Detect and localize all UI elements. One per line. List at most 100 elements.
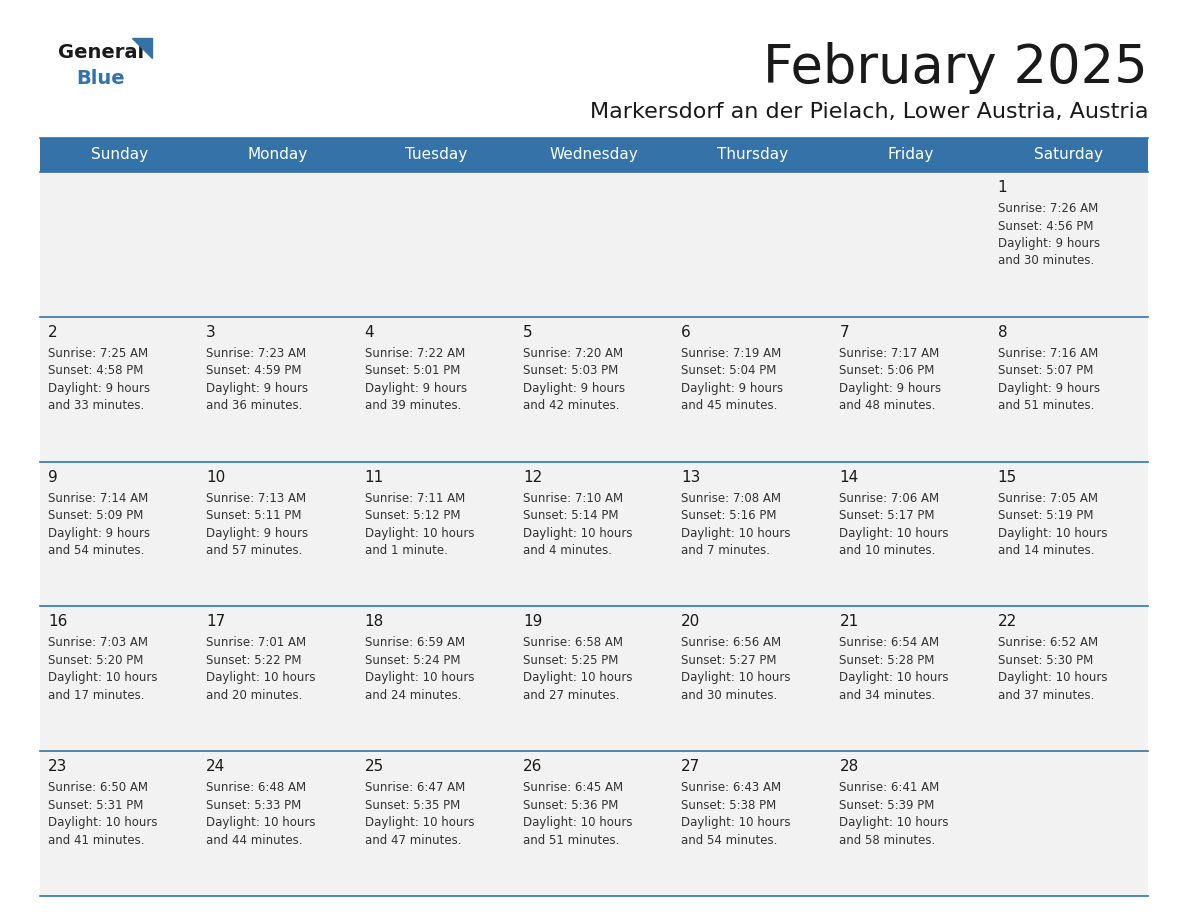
Text: Sunset: 5:20 PM: Sunset: 5:20 PM [48, 654, 144, 666]
Text: Sunset: 5:35 PM: Sunset: 5:35 PM [365, 799, 460, 812]
Text: Sunset: 5:39 PM: Sunset: 5:39 PM [840, 799, 935, 812]
Text: Sunset: 5:04 PM: Sunset: 5:04 PM [681, 364, 777, 377]
Text: 2: 2 [48, 325, 58, 340]
Bar [832, 138, 990, 172]
Text: and 37 minutes.: and 37 minutes. [998, 688, 1094, 702]
Text: Daylight: 9 hours: Daylight: 9 hours [207, 527, 309, 540]
Text: Sunset: 5:17 PM: Sunset: 5:17 PM [840, 509, 935, 522]
Text: and 48 minutes.: and 48 minutes. [840, 399, 936, 412]
Text: and 54 minutes.: and 54 minutes. [681, 834, 777, 846]
Text: Sunrise: 7:19 AM: Sunrise: 7:19 AM [681, 347, 782, 360]
Text: Daylight: 10 hours: Daylight: 10 hours [681, 816, 791, 829]
Text: Sunrise: 7:01 AM: Sunrise: 7:01 AM [207, 636, 307, 649]
Text: February 2025: February 2025 [763, 42, 1148, 94]
Text: Sunset: 5:09 PM: Sunset: 5:09 PM [48, 509, 144, 522]
Text: Sunset: 5:36 PM: Sunset: 5:36 PM [523, 799, 618, 812]
Text: Sunset: 4:56 PM: Sunset: 4:56 PM [998, 219, 1093, 232]
Text: Sunrise: 7:22 AM: Sunrise: 7:22 AM [365, 347, 465, 360]
Text: Sunset: 5:14 PM: Sunset: 5:14 PM [523, 509, 619, 522]
Bar [40, 607, 1148, 751]
Text: 8: 8 [998, 325, 1007, 340]
Text: Sunset: 4:58 PM: Sunset: 4:58 PM [48, 364, 144, 377]
Text: Sunrise: 7:13 AM: Sunrise: 7:13 AM [207, 492, 307, 505]
Text: Sunrise: 6:56 AM: Sunrise: 6:56 AM [681, 636, 782, 649]
Bar [514, 138, 674, 172]
Text: and 51 minutes.: and 51 minutes. [523, 834, 619, 846]
Bar [674, 138, 832, 172]
Text: General: General [58, 42, 144, 62]
Text: Sunset: 5:31 PM: Sunset: 5:31 PM [48, 799, 144, 812]
Bar [198, 138, 356, 172]
Text: Daylight: 10 hours: Daylight: 10 hours [998, 671, 1107, 685]
Text: Saturday: Saturday [1035, 148, 1104, 162]
Text: Daylight: 10 hours: Daylight: 10 hours [840, 816, 949, 829]
Text: and 54 minutes.: and 54 minutes. [48, 544, 145, 557]
Text: 5: 5 [523, 325, 532, 340]
Text: 19: 19 [523, 614, 542, 630]
Text: 28: 28 [840, 759, 859, 774]
Text: Daylight: 10 hours: Daylight: 10 hours [207, 671, 316, 685]
Text: Sunset: 5:07 PM: Sunset: 5:07 PM [998, 364, 1093, 377]
Text: Sunset: 5:19 PM: Sunset: 5:19 PM [998, 509, 1093, 522]
Text: Daylight: 10 hours: Daylight: 10 hours [48, 671, 158, 685]
Bar [40, 751, 1148, 896]
Text: Daylight: 9 hours: Daylight: 9 hours [523, 382, 625, 395]
Text: and 34 minutes.: and 34 minutes. [840, 688, 936, 702]
Text: Daylight: 10 hours: Daylight: 10 hours [48, 816, 158, 829]
Text: Sunset: 5:06 PM: Sunset: 5:06 PM [840, 364, 935, 377]
Text: and 24 minutes.: and 24 minutes. [365, 688, 461, 702]
Bar [356, 138, 514, 172]
Text: 1: 1 [998, 180, 1007, 195]
Text: Sunrise: 6:43 AM: Sunrise: 6:43 AM [681, 781, 782, 794]
Text: Sunrise: 7:20 AM: Sunrise: 7:20 AM [523, 347, 623, 360]
Text: Daylight: 10 hours: Daylight: 10 hours [365, 816, 474, 829]
Text: Sunset: 5:33 PM: Sunset: 5:33 PM [207, 799, 302, 812]
Text: Sunrise: 7:16 AM: Sunrise: 7:16 AM [998, 347, 1098, 360]
Text: and 47 minutes.: and 47 minutes. [365, 834, 461, 846]
Text: 12: 12 [523, 470, 542, 485]
Text: Daylight: 9 hours: Daylight: 9 hours [998, 237, 1100, 250]
Bar [40, 317, 1148, 462]
Text: Sunset: 5:30 PM: Sunset: 5:30 PM [998, 654, 1093, 666]
Text: Tuesday: Tuesday [405, 148, 467, 162]
Text: 3: 3 [207, 325, 216, 340]
Text: Friday: Friday [887, 148, 934, 162]
Text: Sunrise: 7:25 AM: Sunrise: 7:25 AM [48, 347, 148, 360]
Text: and 17 minutes.: and 17 minutes. [48, 688, 145, 702]
Text: Sunrise: 7:06 AM: Sunrise: 7:06 AM [840, 492, 940, 505]
Text: Daylight: 10 hours: Daylight: 10 hours [681, 671, 791, 685]
Text: Daylight: 10 hours: Daylight: 10 hours [365, 527, 474, 540]
Text: 15: 15 [998, 470, 1017, 485]
Text: Wednesday: Wednesday [550, 148, 638, 162]
Text: Daylight: 9 hours: Daylight: 9 hours [48, 382, 150, 395]
Text: 14: 14 [840, 470, 859, 485]
Text: Sunrise: 7:03 AM: Sunrise: 7:03 AM [48, 636, 148, 649]
Text: Sunrise: 6:54 AM: Sunrise: 6:54 AM [840, 636, 940, 649]
Text: Sunset: 5:16 PM: Sunset: 5:16 PM [681, 509, 777, 522]
Text: Daylight: 10 hours: Daylight: 10 hours [681, 527, 791, 540]
Text: Sunrise: 6:48 AM: Sunrise: 6:48 AM [207, 781, 307, 794]
Text: 17: 17 [207, 614, 226, 630]
Text: 24: 24 [207, 759, 226, 774]
Text: Daylight: 9 hours: Daylight: 9 hours [840, 382, 942, 395]
Text: and 42 minutes.: and 42 minutes. [523, 399, 619, 412]
Text: and 30 minutes.: and 30 minutes. [998, 254, 1094, 267]
Text: 20: 20 [681, 614, 701, 630]
Text: Sunset: 5:28 PM: Sunset: 5:28 PM [840, 654, 935, 666]
Text: and 36 minutes.: and 36 minutes. [207, 399, 303, 412]
Text: Daylight: 10 hours: Daylight: 10 hours [523, 527, 632, 540]
Text: Sunset: 5:12 PM: Sunset: 5:12 PM [365, 509, 460, 522]
Text: Sunday: Sunday [90, 148, 147, 162]
Text: and 14 minutes.: and 14 minutes. [998, 544, 1094, 557]
Text: Sunset: 4:59 PM: Sunset: 4:59 PM [207, 364, 302, 377]
Text: Sunrise: 7:26 AM: Sunrise: 7:26 AM [998, 202, 1098, 215]
Text: Sunrise: 6:50 AM: Sunrise: 6:50 AM [48, 781, 148, 794]
Text: Sunset: 5:22 PM: Sunset: 5:22 PM [207, 654, 302, 666]
Text: 10: 10 [207, 470, 226, 485]
Text: Daylight: 10 hours: Daylight: 10 hours [998, 527, 1107, 540]
Text: 22: 22 [998, 614, 1017, 630]
Text: Daylight: 9 hours: Daylight: 9 hours [681, 382, 783, 395]
Text: 18: 18 [365, 614, 384, 630]
Text: and 41 minutes.: and 41 minutes. [48, 834, 145, 846]
Text: Daylight: 10 hours: Daylight: 10 hours [207, 816, 316, 829]
